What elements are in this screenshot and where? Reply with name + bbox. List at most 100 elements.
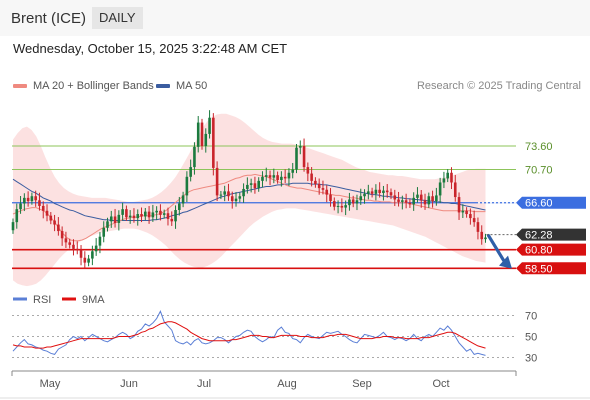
candle-body — [298, 146, 302, 148]
candle-body — [272, 175, 276, 178]
candle-body — [431, 196, 434, 202]
candle-body — [310, 173, 313, 181]
candle-body — [193, 146, 196, 168]
candle-body — [155, 210, 158, 213]
x-tick-jul: Jul — [197, 378, 211, 390]
candle-body — [465, 210, 468, 215]
bollinger-band — [13, 113, 486, 287]
candle-body — [370, 191, 374, 194]
candle-body — [314, 180, 317, 185]
candle-body — [162, 213, 166, 215]
candle-body — [389, 192, 393, 196]
candle-body — [204, 133, 208, 147]
ma20-line — [12, 173, 486, 242]
candle-body — [412, 197, 415, 205]
candle-body — [57, 224, 60, 232]
candle-body — [378, 189, 381, 193]
candle-body — [94, 245, 98, 252]
rsi-tick-70: 70 — [525, 311, 537, 323]
legend-ma20: MA 20 + Bollinger Bands — [13, 80, 154, 92]
candle-body — [329, 194, 332, 202]
candle-body — [212, 117, 215, 168]
candle-body — [223, 191, 226, 195]
candle-body — [136, 214, 140, 219]
candle-body — [291, 169, 295, 173]
rsi-line — [12, 310, 486, 356]
candle-body — [264, 175, 268, 177]
candle-body — [450, 172, 453, 183]
candle-body — [317, 184, 321, 189]
level-tag-text-58.50: 58.50 — [525, 263, 553, 275]
candle-body — [117, 214, 121, 223]
candle-body — [333, 201, 336, 207]
level-tag-text-66.60: 66.60 — [525, 198, 553, 210]
projection-arrow-shaft — [486, 233, 507, 265]
candle-body — [11, 222, 15, 231]
candle-body — [140, 214, 143, 217]
candle-body — [41, 205, 45, 211]
ma50-swatch — [156, 84, 170, 89]
candle-body — [215, 167, 219, 196]
research-credit: Research © 2025 Trading Central — [416, 80, 581, 92]
candle-body — [144, 211, 147, 217]
candle-body — [166, 213, 170, 219]
candle-body — [276, 175, 279, 181]
candle-body — [472, 218, 476, 223]
level-tag-62.28 — [516, 228, 586, 241]
candle-body — [367, 191, 370, 194]
candle-body — [283, 176, 287, 179]
candle-body — [438, 182, 442, 196]
candle-body — [348, 199, 351, 206]
legend-ma50: MA 50 — [156, 80, 207, 92]
candle-body — [344, 205, 347, 208]
candle-body — [249, 183, 253, 185]
candle-body — [242, 188, 245, 197]
candle-body — [336, 205, 340, 207]
candle-body — [132, 215, 136, 219]
candle-body — [476, 222, 480, 232]
candle-body — [246, 184, 249, 189]
candle-body — [98, 236, 102, 246]
candle-body — [480, 231, 484, 240]
candle-body — [219, 194, 223, 196]
rsi-tick-30: 30 — [525, 353, 537, 365]
candle-body — [227, 191, 230, 197]
timeframe-badge[interactable]: DAILY — [92, 7, 143, 29]
candle-body — [23, 197, 26, 204]
candle-body — [64, 238, 68, 243]
instrument-title: Brent (ICE) — [11, 10, 87, 27]
level-label-73.60: 73.60 — [525, 141, 553, 153]
x-tick-jun: Jun — [120, 378, 138, 390]
ma9-line — [12, 321, 486, 349]
level-tag-text-62.28: 62.28 — [525, 230, 553, 242]
candle-body — [45, 210, 49, 216]
candle-body — [340, 205, 344, 208]
candle-body — [306, 167, 310, 174]
candle-body — [351, 199, 355, 204]
candle-body — [457, 197, 461, 213]
chart-header: Brent (ICE) DAILY — [0, 0, 590, 36]
level-tag-text-60.80: 60.80 — [525, 245, 553, 257]
level-tag-66.60 — [516, 196, 586, 209]
candle-body — [72, 244, 75, 249]
candle-body — [382, 190, 385, 193]
rsi-tick-50: 50 — [525, 332, 537, 344]
candle-body — [401, 200, 404, 202]
candle-body — [38, 200, 41, 206]
candle-body — [416, 194, 419, 198]
candle-body — [302, 146, 306, 168]
candle-body — [147, 211, 151, 218]
candle-body — [427, 196, 431, 205]
candle-body — [170, 218, 174, 222]
candle-body — [208, 117, 211, 134]
candle-body — [19, 203, 22, 210]
candle-body — [325, 189, 329, 195]
candle-body — [87, 258, 90, 263]
x-tick-oct: Oct — [432, 378, 449, 390]
candle-body — [91, 251, 94, 259]
candle-body — [435, 195, 438, 202]
candle-body — [363, 193, 366, 197]
candle-body — [151, 212, 155, 218]
candle-body — [106, 221, 109, 228]
